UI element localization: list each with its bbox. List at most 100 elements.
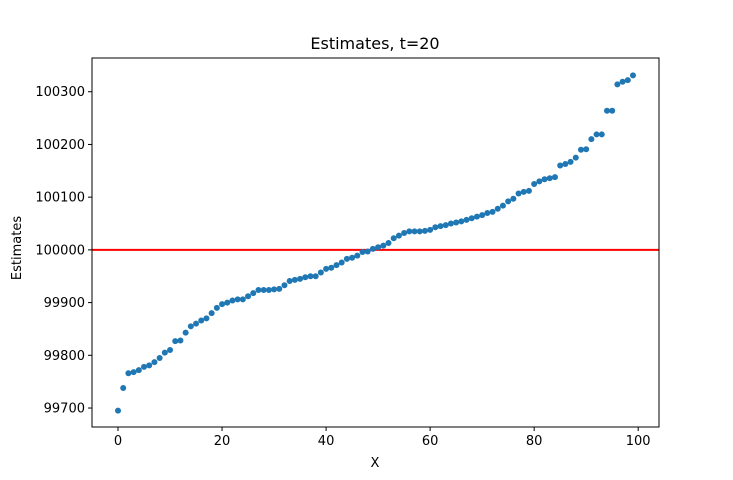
data-point <box>494 205 501 212</box>
data-point <box>557 162 564 169</box>
y-tick-label: 99800 <box>44 349 85 364</box>
data-point <box>328 264 335 271</box>
x-tick-label: 80 <box>526 434 543 449</box>
data-point <box>614 81 621 88</box>
data-point <box>598 131 605 138</box>
data-point <box>479 212 486 219</box>
data-point <box>286 277 293 284</box>
data-point <box>536 178 543 185</box>
data-point <box>458 218 465 225</box>
data-point <box>125 370 132 377</box>
data-point <box>271 286 278 293</box>
data-point <box>463 216 470 223</box>
data-point <box>369 245 376 252</box>
data-point <box>239 296 246 303</box>
data-point <box>312 273 319 280</box>
data-point <box>572 154 579 161</box>
data-point <box>442 222 449 229</box>
data-point <box>172 338 179 345</box>
data-point <box>323 265 330 272</box>
data-point <box>411 228 418 235</box>
data-point <box>499 202 506 209</box>
y-tick-label: 100000 <box>35 243 85 258</box>
data-point <box>359 248 366 255</box>
data-point <box>395 232 402 239</box>
data-point <box>603 107 610 114</box>
axis-ticks-layer: 0 20 40 60 80 100 99700 99800 99900 100000 100100 1… <box>35 85 650 449</box>
data-point <box>146 362 153 369</box>
data-point <box>276 285 283 292</box>
data-point <box>619 78 626 85</box>
data-point <box>156 354 163 361</box>
data-point <box>421 227 428 234</box>
y-tick-label: 100300 <box>35 85 85 100</box>
data-point <box>432 224 439 231</box>
data-point <box>354 252 361 259</box>
data-point <box>203 315 210 322</box>
data-point <box>338 259 345 266</box>
data-point <box>453 219 460 226</box>
data-point <box>629 72 636 79</box>
data-point <box>484 209 491 216</box>
data-point <box>390 235 397 242</box>
data-point <box>364 248 371 255</box>
data-point <box>317 269 324 276</box>
data-point <box>401 230 408 237</box>
data-point <box>525 187 532 194</box>
data-point <box>375 244 382 251</box>
data-point <box>416 228 423 235</box>
y-axis-title: Estimates <box>10 216 25 280</box>
data-point <box>130 369 137 376</box>
data-point <box>447 220 454 227</box>
data-point <box>567 158 574 165</box>
x-tick-label: 0 <box>114 434 122 449</box>
data-point <box>177 337 184 344</box>
data-point <box>546 175 553 182</box>
data-point <box>343 255 350 262</box>
data-point <box>198 317 205 324</box>
chart-title: Estimates, t=20 <box>310 34 439 53</box>
data-point <box>427 226 434 233</box>
data-point <box>302 274 309 281</box>
data-point <box>583 146 590 153</box>
data-point <box>182 329 189 336</box>
y-tick-label: 99700 <box>44 402 85 417</box>
data-point <box>593 131 600 138</box>
data-point <box>577 146 584 153</box>
data-point <box>473 213 480 220</box>
data-point <box>208 310 215 317</box>
data-point <box>120 384 127 391</box>
data-point <box>541 176 548 183</box>
data-point <box>281 282 288 289</box>
data-point <box>229 297 236 304</box>
y-tick-label: 100100 <box>35 191 85 206</box>
data-point <box>489 208 496 215</box>
data-point <box>260 286 267 293</box>
data-point <box>333 262 340 269</box>
data-point <box>250 290 257 297</box>
data-point <box>193 320 200 327</box>
data-point <box>437 223 444 230</box>
data-point <box>297 275 304 282</box>
data-point <box>141 363 148 370</box>
data-point <box>151 359 158 366</box>
data-point <box>531 180 538 187</box>
data-point <box>562 160 569 167</box>
data-point <box>213 304 220 311</box>
data-point <box>551 174 558 181</box>
data-point <box>515 190 522 197</box>
data-point <box>255 286 262 293</box>
data-point <box>224 299 231 306</box>
data-point <box>245 293 252 300</box>
data-point <box>265 286 272 293</box>
x-axis-title: X <box>371 456 380 471</box>
data-point <box>187 323 194 330</box>
data-point <box>349 254 356 261</box>
data-point <box>135 367 142 374</box>
x-tick-label: 100 <box>626 434 651 449</box>
data-point <box>624 77 631 84</box>
data-point <box>167 347 174 354</box>
data-point <box>588 136 595 143</box>
data-point <box>219 301 226 308</box>
